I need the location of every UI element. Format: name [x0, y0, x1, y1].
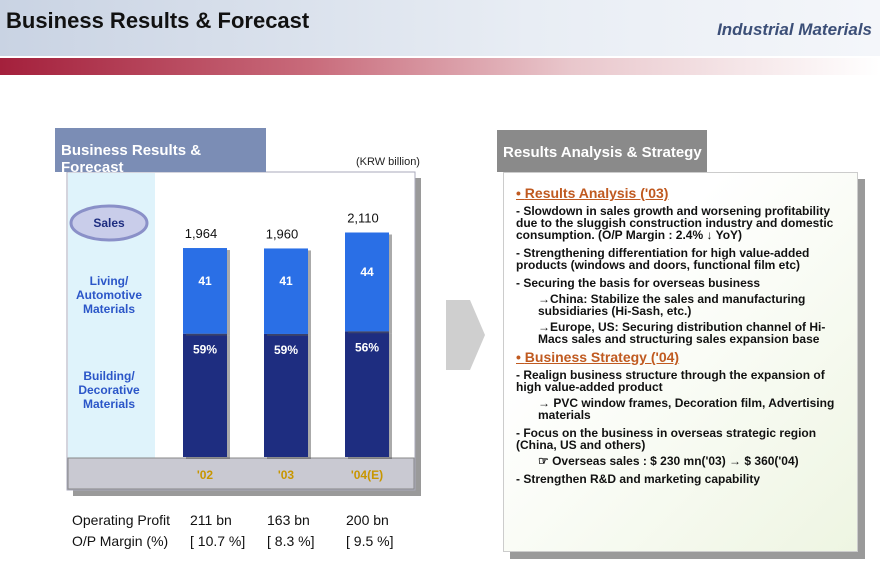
section-heading: • Results Analysis ('03): [516, 185, 669, 201]
summary-cell: [ 10.7 %]: [190, 533, 246, 549]
x-tick-label: '03: [278, 468, 295, 482]
summary-cell: O/P Margin (%): [72, 533, 169, 549]
item-text: - Strengthening differentiation for high…: [516, 246, 810, 272]
value-label: 59%: [193, 343, 217, 357]
unit-label: (KRW billion): [356, 156, 420, 168]
legend-entry: Living/ Automotive Materials: [76, 274, 142, 316]
item-detail: ☞ Overseas sales : $ 230 mn('03) → $ 360…: [538, 454, 799, 468]
item: - Securing the basis for overseas busine…: [516, 277, 847, 345]
item: - Slowdown in sales growth and worsening…: [516, 205, 847, 241]
bar-segment: [264, 333, 308, 457]
strategy-title: Results Analysis & Strategy: [497, 130, 707, 172]
item-text: - Focus on the business in overseas stra…: [516, 426, 817, 452]
summary-cell: [ 8.3 %]: [267, 533, 315, 549]
item-detail: →China: Stabilize the sales and manufact…: [538, 292, 806, 318]
bar-segment: [183, 333, 227, 457]
item-text: - Strengthen R&D and marketing capabilit…: [516, 472, 761, 486]
item: - Realign business structure through the…: [516, 369, 847, 421]
value-label: 56%: [355, 340, 379, 354]
sales-badge: [69, 204, 149, 242]
total-label: 1,964: [185, 226, 218, 241]
value-label: 59%: [274, 343, 298, 357]
header-band: [0, 0, 880, 56]
x-tick-label: '04(E): [351, 468, 383, 482]
summary-cell: Operating Profit: [72, 512, 171, 528]
summary-cell: 211 bn: [190, 512, 232, 528]
legend-entry: Building/ Decorative Materials: [78, 369, 140, 411]
arrow: [446, 300, 485, 370]
value-label: 41: [279, 274, 293, 288]
bar-segment: [264, 248, 308, 334]
x-tick-label: '02: [197, 468, 214, 482]
item-detail: →Europe, US: Securing distribution chann…: [538, 320, 826, 346]
item-text: - Realign business structure through the…: [516, 368, 825, 394]
slide-title: Business Results & Forecast: [6, 8, 310, 33]
item-detail: → PVC window frames, Decoration film, Ad…: [538, 396, 835, 422]
section-heading: • Business Strategy ('04): [516, 349, 680, 365]
bar-segment: [345, 232, 389, 332]
heading-text: Business Strategy ('04): [524, 349, 680, 365]
total-legend: Sales: [93, 216, 125, 230]
heading-text: Results Analysis ('03): [524, 185, 669, 201]
chart-title: Business Results & Forecast: [55, 128, 266, 176]
bar-segment: [345, 331, 389, 457]
value-label: 44: [360, 265, 374, 279]
accent-bar: [0, 58, 880, 75]
axis-strip: [67, 457, 415, 490]
item: - Strengthening differentiation for high…: [516, 247, 847, 271]
item: - Strengthen R&D and marketing capabilit…: [516, 473, 847, 485]
total-label: 2,110: [347, 210, 379, 225]
value-label: 41: [198, 274, 212, 288]
summary-cell: 200 bn: [346, 512, 389, 528]
total-label: 1,960: [266, 226, 299, 241]
division: Industrial Materials: [717, 20, 872, 39]
summary-cell: 163 bn: [267, 512, 310, 528]
bar-segment: [183, 248, 227, 334]
item-text: - Securing the basis for overseas busine…: [516, 276, 761, 290]
item-text: - Slowdown in sales growth and worsening…: [516, 204, 834, 242]
item: - Focus on the business in overseas stra…: [516, 427, 847, 467]
strategy-box: • Results Analysis ('03) - Slowdown in sa…: [503, 172, 858, 552]
summary-cell: [ 9.5 %]: [346, 533, 394, 549]
